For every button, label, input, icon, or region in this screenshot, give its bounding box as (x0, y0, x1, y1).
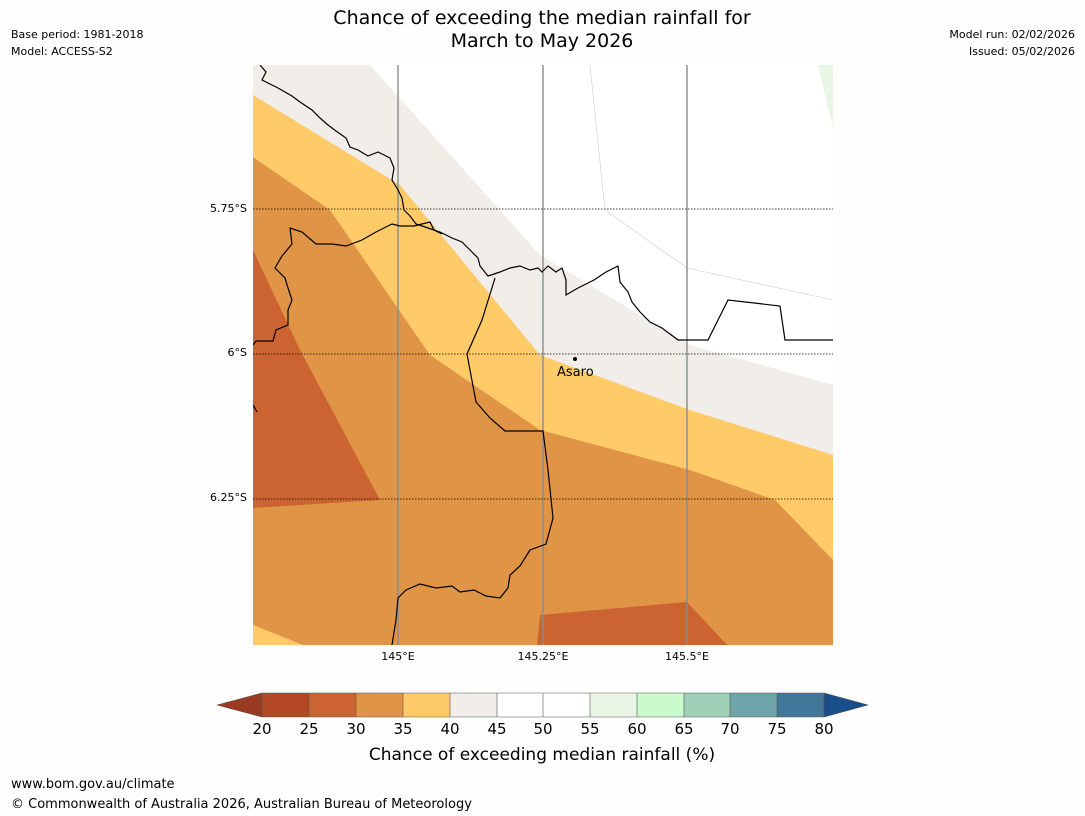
model-name: Model: ACCESS-S2 (11, 45, 113, 58)
colorbar-bin (730, 693, 777, 717)
colorbar (216, 692, 869, 718)
lat-label-6: 6°S (227, 346, 247, 359)
base-period: Base period: 1981-2018 (11, 28, 144, 41)
colorbar-bin (262, 693, 309, 717)
colorbar-tick: 35 (393, 720, 413, 738)
parallels (253, 208, 833, 500)
colorbar-tick: 20 (252, 720, 272, 738)
colorbar-tick: 80 (814, 720, 834, 738)
colorbar-tick: 55 (580, 720, 600, 738)
colorbar-tick: 50 (533, 720, 553, 738)
colorbar-bin (543, 693, 590, 717)
run-info: Model run: 02/02/2026 Issued: 05/02/2026 (949, 26, 1075, 60)
colorbar-dividers (261, 692, 825, 718)
boundary-fragment (253, 404, 258, 413)
title-line-2: March to May 2026 (450, 30, 634, 52)
colorbar-tick: 40 (440, 720, 460, 738)
lon-label-145: 145°E (381, 650, 415, 663)
model-run: Model run: 02/02/2026 (949, 28, 1075, 41)
town-label-asaro: Asaro (557, 365, 594, 380)
boundary-south (391, 277, 554, 645)
chart-title: Chance of exceeding the median rainfall … (242, 7, 842, 53)
colorbar-bin (450, 693, 497, 717)
colorbar-bin (403, 693, 450, 717)
band-55-60 (818, 65, 833, 128)
colorbar-tick: 45 (487, 720, 507, 738)
colorbar-title: Chance of exceeding median rainfall (%) (368, 745, 716, 765)
colorbar-bin (777, 693, 824, 717)
band-25-30-south (537, 602, 727, 645)
colorbar-bin (309, 693, 356, 717)
model-info: Base period: 1981-2018 Model: ACCESS-S2 (11, 26, 143, 60)
issued-date: Issued: 05/02/2026 (968, 45, 1075, 58)
colorbar-tick: 60 (627, 720, 647, 738)
colorbar-bin (356, 693, 403, 717)
contour-line (589, 65, 833, 301)
colorbar-bin (590, 693, 637, 717)
colorbar-bin (637, 693, 684, 717)
colorbar-tick: 25 (299, 720, 319, 738)
town-dot-icon (573, 357, 577, 361)
footer-copyright: © Commonwealth of Australia 2026, Austra… (11, 797, 472, 812)
boundary-north (259, 65, 833, 341)
footer-url[interactable]: www.bom.gov.au/climate (11, 777, 175, 792)
lon-label-1455: 145.5°E (665, 650, 709, 663)
title-line-1: Chance of exceeding the median rainfall … (333, 7, 751, 29)
colorbar-bin (497, 693, 543, 717)
colorbar-tick: 30 (346, 720, 366, 738)
lat-label-625: 6.25°S (210, 491, 247, 504)
colorbar-tick: 65 (674, 720, 694, 738)
band-25-30-west (253, 250, 380, 508)
colorbar-tick: 70 (720, 720, 740, 738)
province-boundaries (253, 65, 833, 645)
lon-label-14525: 145.25°E (517, 650, 569, 663)
colorbar-tick: 75 (767, 720, 787, 738)
footer: www.bom.gov.au/climate © Commonwealth of… (11, 775, 472, 815)
colorbar-extend-high (823, 692, 869, 718)
colorbar-bin (684, 693, 730, 717)
meridians (397, 65, 688, 645)
boundary-west (253, 221, 443, 346)
lat-label-575: 5.75°S (210, 202, 247, 215)
colorbar-extend-low (216, 692, 263, 718)
